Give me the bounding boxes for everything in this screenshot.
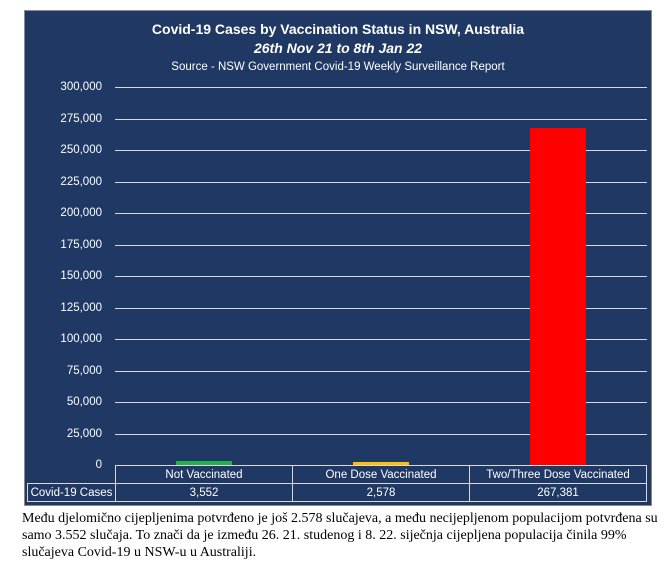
bar: [530, 128, 587, 465]
data-table-category-row: Not Vaccinated One Dose Vaccinated Two/T…: [27, 465, 647, 484]
gridline: [115, 181, 647, 183]
gridline: [115, 370, 647, 372]
caption-text: Među djelomično cijepljenima potvrđeno j…: [22, 511, 658, 560]
y-tick-label: 300,000: [60, 81, 102, 93]
category-label: Not Vaccinated: [115, 465, 293, 484]
chart-title: Covid-19 Cases by Vaccination Status in …: [151, 21, 525, 37]
data-table-corner: [27, 465, 116, 484]
y-tick-label: 50,000: [66, 396, 102, 408]
data-table: Not Vaccinated One Dose Vaccinated Two/T…: [27, 465, 647, 502]
y-tick-label: 175,000: [60, 238, 102, 251]
gridline: [115, 402, 647, 403]
y-tick-label: 275,000: [60, 112, 102, 125]
gridline: [115, 339, 647, 340]
y-tick-label: 125,000: [60, 301, 102, 314]
chart-subtitle: 26th Nov 21 to 8th Jan 22: [253, 40, 423, 56]
chart-source: Source - NSW Government Covid-19 Weekly …: [171, 61, 505, 73]
data-value-label: 267,381: [469, 483, 647, 502]
gridline: [115, 118, 647, 120]
plot-area: [115, 87, 647, 465]
y-tick-label: 25,000: [66, 427, 102, 440]
gridline: [115, 213, 647, 214]
gridline: [115, 276, 647, 277]
y-tick-label: 225,000: [60, 175, 102, 188]
y-tick-label: 150,000: [60, 270, 102, 282]
y-tick-label: 75,000: [66, 364, 102, 377]
gridline: [115, 150, 647, 151]
chart-panel: Covid-19 Cases by Vaccination Status in …: [24, 10, 652, 506]
bar: [175, 460, 232, 465]
gridline: [115, 87, 647, 88]
category-label: Two/Three Dose Vaccinated: [469, 465, 647, 484]
gridline: [115, 433, 647, 435]
y-tick-label: 100,000: [60, 333, 102, 345]
data-value-label: 3,552: [115, 483, 293, 502]
category-label: One Dose Vaccinated: [292, 465, 470, 484]
data-value-label: 2,578: [292, 483, 470, 502]
gridline: [115, 244, 647, 246]
data-table-value-row: Covid-19 Cases 3,552 2,578 267,381: [27, 483, 647, 502]
y-tick-label: 200,000: [60, 207, 102, 219]
y-tick-label: 0: [95, 459, 102, 471]
gridline: [115, 307, 647, 309]
series-label: Covid-19 Cases: [27, 483, 116, 502]
bar: [353, 461, 409, 465]
y-tick-label: 250,000: [60, 144, 102, 156]
